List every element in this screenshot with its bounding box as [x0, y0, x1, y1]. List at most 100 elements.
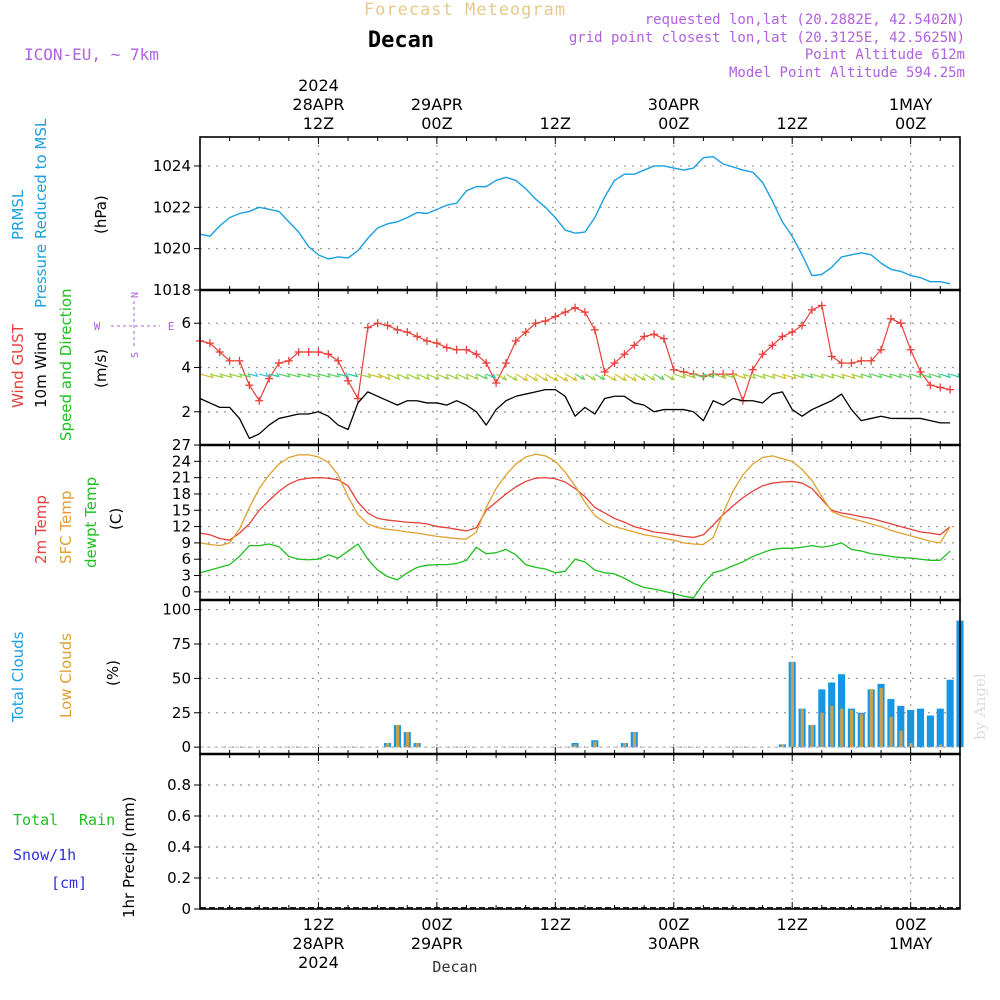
wind-direction-arrowhead: [325, 372, 331, 378]
bottom-time-label: 30APR: [648, 934, 700, 953]
panel-frame: [199, 753, 961, 910]
data-layer: [196, 155, 964, 909]
wind-direction-arrowhead: [700, 373, 706, 379]
y-tick-label: 100: [162, 601, 191, 619]
wind-direction-arrowhead: [464, 374, 470, 380]
wind-direction-arrowhead: [690, 373, 697, 379]
wind-direction-arrowhead: [563, 376, 569, 382]
y-tick-label: 3: [181, 567, 191, 585]
y-tick-label: 12: [172, 518, 191, 536]
pressure-line: [199, 155, 951, 285]
wind-direction-arrowhead: [543, 376, 549, 382]
wind-direction-arrowhead: [897, 373, 903, 379]
low-cloud-bar: [415, 743, 419, 748]
wind-direction-arrowhead: [414, 374, 421, 380]
low-cloud-bar: [938, 744, 943, 748]
y-tick-label: 6: [181, 314, 191, 332]
bottom-time-label: 12Z: [777, 915, 808, 934]
label-rain: Rain: [79, 811, 115, 829]
low-cloud-bar: [790, 661, 794, 748]
wind-direction-arrowhead: [501, 375, 508, 381]
total-cloud-bar: [936, 708, 944, 748]
compass-s: S: [130, 352, 141, 358]
model-altitude: Model Point Altitude 594.25m: [729, 65, 965, 81]
y-tick-label: 25: [172, 704, 191, 722]
low-cloud-bar: [395, 725, 400, 748]
label-cm: [cm]: [51, 874, 87, 892]
wind-direction-arrowhead: [315, 372, 321, 378]
label-sfc-temp: SFC Temp: [57, 491, 75, 564]
low-cloud-bar: [899, 730, 903, 748]
label-dewpt-temp: dewpt Temp: [82, 477, 100, 568]
wind-direction-arrowhead: [850, 374, 856, 380]
compass-rose: W E N S: [94, 292, 175, 358]
y-tick-label: 4: [181, 359, 191, 377]
gust-line: [199, 304, 951, 402]
wind-direction-arrowhead: [253, 371, 259, 378]
wind-direction-arrowhead: [473, 374, 479, 380]
compass-w: W: [94, 320, 101, 333]
y-tick-label: 1022: [153, 198, 191, 216]
pressure-labels: PRMSL Pressure Reduced to MSL (hPa): [9, 118, 110, 308]
y-tick-label: 0: [181, 738, 191, 756]
top-time-label: 00Z: [895, 114, 926, 133]
total-cloud-bar: [916, 708, 925, 748]
panel-frame: [199, 444, 961, 601]
y-tick-label: 0: [181, 583, 191, 601]
y-tick-label: 6: [181, 550, 191, 568]
bottom-time-label: 2024: [298, 953, 339, 972]
label-total-clouds: Total Clouds: [9, 631, 27, 723]
wind-direction-arrowhead: [887, 373, 893, 379]
compass-n: N: [130, 292, 141, 298]
top-time-label: 30APR: [648, 95, 700, 114]
y-tick-label: 1020: [153, 240, 191, 258]
y-tick-label: 0.6: [167, 807, 191, 825]
label-low-clouds: Low Clouds: [57, 633, 75, 718]
y-tick-label: 0.4: [167, 838, 191, 856]
wind-direction-arrowhead: [631, 376, 637, 382]
top-time-label: 1MAY: [889, 95, 933, 114]
low-cloud-bar: [622, 743, 627, 748]
y-tick-label: 0: [181, 900, 191, 918]
y-tick-label: 1024: [153, 157, 191, 175]
wind-direction-arrowhead: [906, 373, 913, 379]
y-tick-label: 18: [172, 485, 191, 503]
label-wind-gust: Wind GUST: [9, 323, 27, 408]
low-cloud-bar: [869, 689, 873, 748]
wind-direction-arrowhead: [926, 373, 932, 379]
label-ms-unit: (m/s): [92, 349, 110, 388]
wind-direction-arrowhead: [453, 374, 460, 380]
wind-direction-arrowhead: [799, 373, 805, 379]
wind-direction-arrowhead: [263, 372, 269, 378]
wind-direction-arrowhead: [590, 375, 597, 381]
wind-direction-arrowhead: [730, 373, 737, 379]
requested-coords: requested lon,lat (20.2882E, 42.5402N): [645, 12, 965, 28]
top-time-label: 28APR: [292, 95, 344, 114]
wind-direction-arrowhead: [669, 375, 675, 381]
wind-direction-arrowhead: [444, 374, 450, 380]
y-tick-label: 21: [172, 469, 191, 487]
wind-direction-arrowhead: [936, 373, 942, 379]
label-snow: Snow/1h: [13, 846, 76, 864]
wind-direction-arrowhead: [741, 373, 747, 380]
wind-direction-arrowhead: [659, 375, 665, 381]
cloud-labels: Total Clouds Low Clouds (%): [9, 631, 122, 723]
wind-direction-arrowhead: [343, 372, 350, 378]
low-cloud-bar: [820, 712, 824, 748]
bottom-time-label: 12Z: [540, 915, 571, 934]
wind-direction-arrowhead: [512, 375, 518, 382]
total-cloud-bar: [897, 705, 905, 748]
bottom-time-label: 00Z: [895, 915, 926, 934]
low-cloud-bar: [593, 741, 597, 748]
y-tick-label: 0.2: [167, 869, 191, 887]
wind-direction-arrowhead: [385, 374, 392, 381]
low-cloud-bar: [632, 732, 637, 748]
bottom-time-label: 29APR: [411, 934, 463, 953]
dewpt-line: [199, 542, 951, 599]
gridpoint-coords: grid point closest lon,lat (20.3125E, 42…: [569, 30, 965, 46]
wind-direction-arrowhead: [237, 372, 243, 379]
y-tick-label: 27: [172, 436, 191, 454]
wind-direction-arrowhead: [640, 375, 647, 381]
total-cloud-bar: [907, 710, 915, 748]
